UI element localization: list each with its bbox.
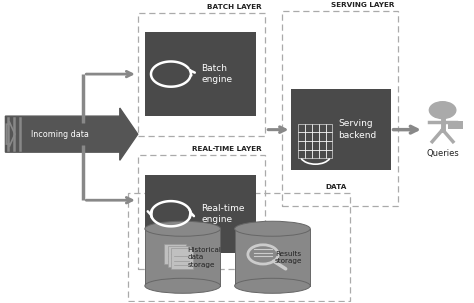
- FancyBboxPatch shape: [448, 121, 463, 129]
- Ellipse shape: [145, 221, 220, 236]
- Bar: [305, 124, 312, 132]
- FancyBboxPatch shape: [167, 246, 190, 267]
- Text: Real-time: Real-time: [201, 204, 245, 213]
- Bar: [299, 150, 305, 158]
- Text: engine: engine: [201, 75, 233, 84]
- FancyBboxPatch shape: [292, 89, 391, 170]
- Bar: [319, 141, 326, 150]
- FancyBboxPatch shape: [171, 248, 193, 269]
- Bar: [326, 132, 332, 141]
- Bar: [326, 141, 332, 150]
- Bar: [312, 124, 319, 132]
- Bar: [312, 132, 319, 141]
- Bar: [326, 124, 332, 132]
- Bar: [305, 141, 312, 150]
- Bar: [145, 229, 220, 286]
- Bar: [299, 124, 305, 132]
- Bar: [299, 141, 305, 150]
- FancyArrow shape: [5, 108, 138, 160]
- FancyBboxPatch shape: [164, 244, 186, 265]
- Text: REAL-TIME LAYER: REAL-TIME LAYER: [192, 146, 262, 152]
- Bar: [312, 141, 319, 150]
- Bar: [235, 229, 310, 286]
- Text: Incoming data: Incoming data: [31, 130, 89, 139]
- Text: DATA: DATA: [325, 184, 346, 190]
- Bar: [312, 150, 319, 158]
- Bar: [305, 132, 312, 141]
- Text: BATCH LAYER: BATCH LAYER: [207, 4, 262, 9]
- Bar: [319, 124, 326, 132]
- Ellipse shape: [235, 221, 310, 236]
- Text: Queries: Queries: [426, 149, 459, 158]
- Text: engine: engine: [201, 215, 233, 224]
- Text: Results
storage: Results storage: [275, 251, 302, 264]
- Bar: [305, 150, 312, 158]
- Text: backend: backend: [338, 131, 377, 140]
- Bar: [319, 132, 326, 141]
- Bar: [319, 150, 326, 158]
- Bar: [299, 132, 305, 141]
- Ellipse shape: [235, 278, 310, 293]
- Circle shape: [429, 102, 456, 118]
- Ellipse shape: [145, 278, 220, 293]
- FancyBboxPatch shape: [145, 32, 256, 116]
- Text: Historical
data
storage: Historical data storage: [187, 247, 221, 268]
- Text: SERVING LAYER: SERVING LAYER: [330, 2, 394, 8]
- Text: Batch: Batch: [201, 64, 228, 73]
- Bar: [326, 150, 332, 158]
- Text: Serving: Serving: [338, 118, 373, 128]
- FancyBboxPatch shape: [145, 175, 256, 253]
